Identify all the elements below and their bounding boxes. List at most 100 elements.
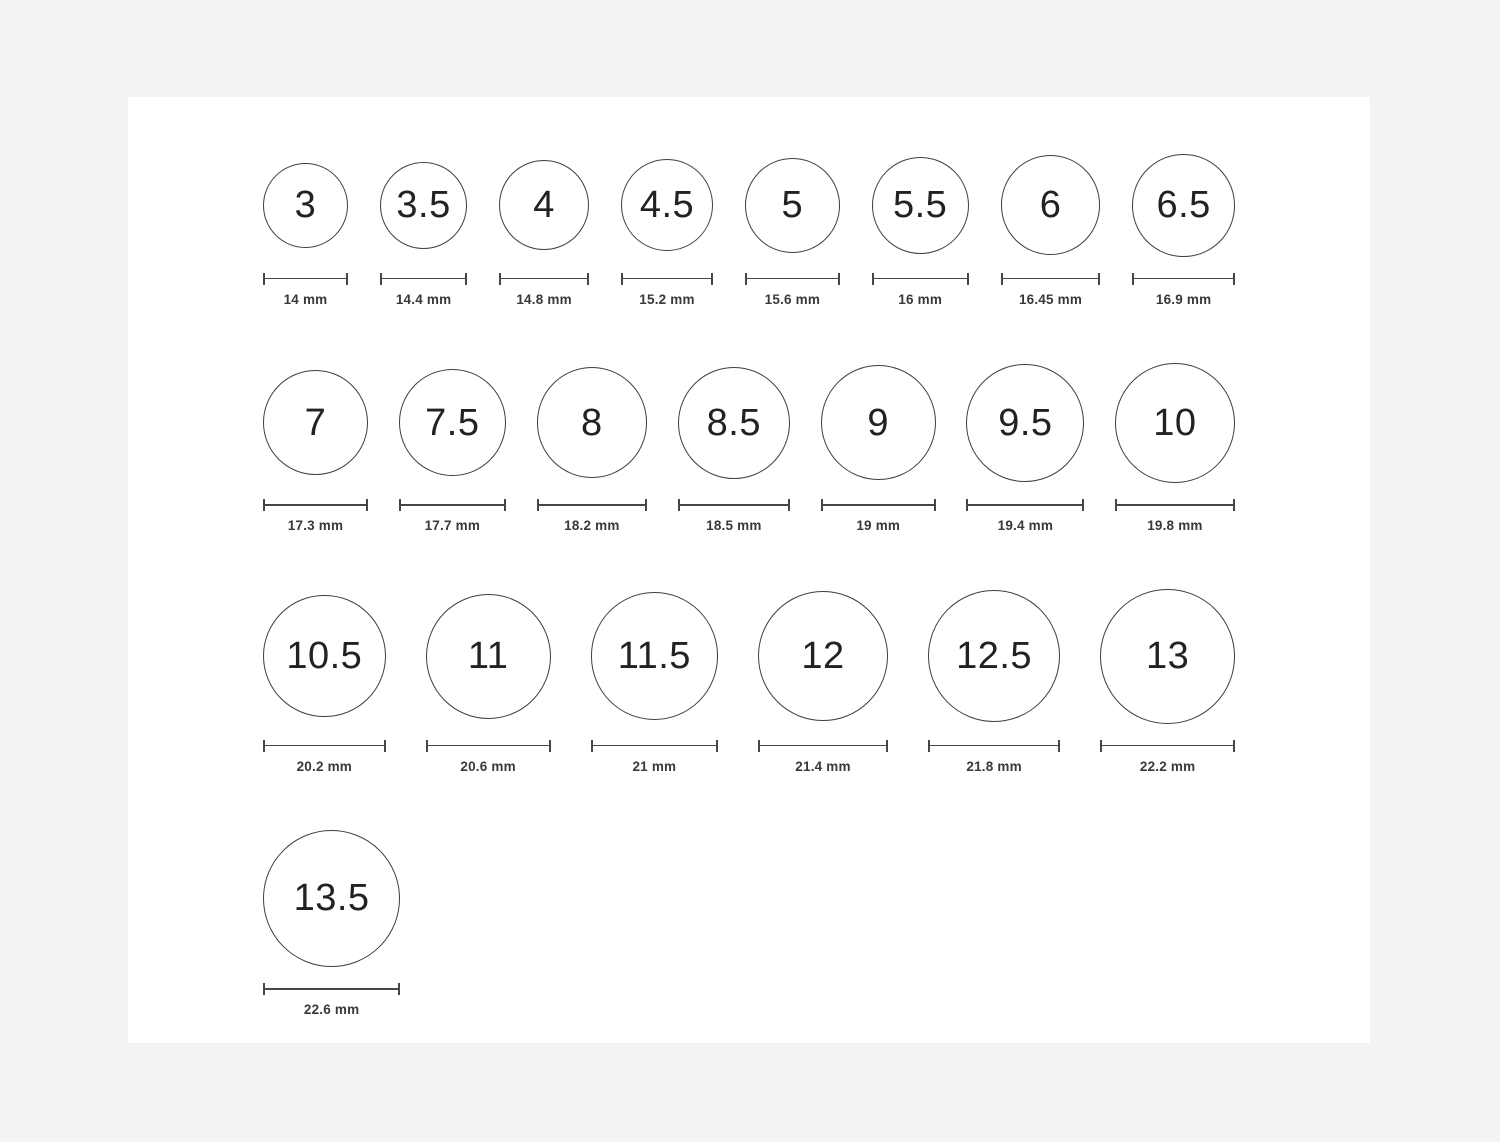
ring-size-number: 11.5: [617, 635, 691, 678]
diameter-ruler: [425, 739, 551, 752]
ring-size-circle: 9.5: [966, 363, 1085, 482]
ring-size-row: 7 17.3 mm 7.5 17.7 mm 8: [263, 362, 1235, 533]
ruler-line: [820, 503, 936, 506]
circle-zone: 9: [820, 363, 936, 483]
ruler-line: [745, 277, 840, 280]
diameter-label: 16 mm: [898, 291, 943, 307]
ruler-right-cap: [586, 272, 589, 285]
diameter-ruler: [871, 272, 969, 285]
ring-size-number: 8: [581, 401, 603, 444]
ring-size-circle: 7.5: [398, 368, 507, 477]
ring-size-circle: 11.5: [590, 592, 719, 720]
diameter-ruler: [677, 498, 790, 511]
ring-size-item: 11 20.6 mm: [425, 589, 551, 774]
circle-zone: 10: [1114, 362, 1235, 483]
ring-size-item: 8.5 18.5 mm: [677, 363, 790, 533]
ruler-line: [425, 744, 551, 747]
circle-zone: 12.5: [927, 589, 1061, 724]
ruler-line: [758, 744, 888, 747]
ruler-line: [263, 277, 348, 280]
diameter-ruler: [820, 498, 936, 511]
ring-size-item: 5.5 16 mm: [871, 154, 969, 307]
diameter-ruler: [398, 498, 507, 511]
diameter-ruler: [263, 739, 386, 752]
ring-size-item: 12 21.4 mm: [758, 589, 888, 774]
circle-zone: 6: [1000, 154, 1101, 257]
ruler-line: [499, 277, 589, 280]
circle-zone: 11: [425, 589, 551, 724]
ruler-right-cap: [885, 739, 888, 752]
diameter-ruler: [927, 739, 1061, 752]
diameter-ruler: [379, 272, 468, 285]
ring-size-chart-card: 3 14 mm 3.5 14.4 mm 4: [128, 97, 1370, 1043]
circle-zone: 4: [499, 154, 589, 257]
ring-size-item: 6 16.45 mm: [1000, 154, 1101, 307]
diameter-label: 19.4 mm: [997, 517, 1054, 533]
ring-size-circle: 10: [1114, 362, 1235, 483]
diameter-ruler: [263, 498, 368, 511]
ring-size-circle: 11: [425, 593, 551, 719]
circle-zone: 13.5: [263, 829, 401, 967]
diameter-label: 19 mm: [856, 517, 901, 533]
ruler-line: [379, 277, 468, 280]
ring-size-circle: 8: [536, 367, 648, 478]
ring-size-item: 8 18.2 mm: [536, 363, 648, 533]
diameter-label: 14 mm: [283, 291, 328, 307]
diameter-label: 14.4 mm: [395, 291, 452, 307]
ruler-right-cap: [837, 272, 840, 285]
ring-size-circle: 5: [745, 157, 840, 253]
ruler-line: [871, 277, 969, 280]
ruler-right-cap: [645, 498, 648, 511]
ring-size-number: 12: [801, 635, 845, 678]
ruler-right-cap: [716, 739, 719, 752]
diameter-ruler: [620, 272, 714, 285]
circle-zone: 12: [758, 589, 888, 724]
diameter-label: 21.8 mm: [966, 758, 1022, 774]
ruler-line: [966, 503, 1085, 506]
ring-size-circle: 5.5: [871, 156, 969, 254]
ruler-line: [620, 277, 714, 280]
circle-zone: 8.5: [677, 363, 790, 483]
ring-size-circle: 10.5: [263, 594, 386, 718]
ruler-right-cap: [398, 982, 401, 995]
diameter-label: 22.2 mm: [1139, 758, 1196, 774]
diameter-ruler: [1132, 272, 1235, 285]
ruler-right-cap: [1098, 272, 1101, 285]
ring-size-item: 4 14.8 mm: [499, 154, 589, 307]
ring-size-item: 7.5 17.7 mm: [398, 363, 507, 533]
ring-size-item: 3.5 14.4 mm: [379, 154, 468, 307]
ring-size-row: 10.5 20.2 mm 11 20.6 mm 11.5: [263, 588, 1235, 774]
ruler-line: [263, 987, 401, 990]
ruler-right-cap: [1082, 498, 1085, 511]
circle-zone: 6.5: [1132, 154, 1235, 257]
ring-size-circle: 3: [263, 162, 348, 248]
ring-size-item: 7 17.3 mm: [263, 363, 368, 533]
ring-size-number: 5: [781, 184, 804, 227]
diameter-ruler: [1100, 739, 1235, 752]
ring-size-item: 13.5 22.6 mm: [263, 829, 401, 1017]
ruler-line: [536, 503, 648, 506]
ring-size-number: 4.5: [639, 184, 695, 227]
diameter-label: 21.4 mm: [795, 758, 851, 774]
ring-size-rows: 3 14 mm 3.5 14.4 mm 4: [263, 154, 1235, 1017]
ring-size-item: 10.5 20.2 mm: [263, 589, 386, 774]
diameter-ruler: [536, 498, 648, 511]
ring-size-row: 3 14 mm 3.5 14.4 mm 4: [263, 154, 1235, 307]
diameter-label: 17.3 mm: [287, 517, 344, 533]
ruler-line: [1114, 503, 1235, 506]
diameter-ruler: [263, 982, 401, 995]
diameter-label: 20.6 mm: [460, 758, 516, 774]
ring-size-number: 6: [1039, 184, 1062, 227]
ring-size-number: 9: [867, 401, 890, 444]
circle-zone: 7.5: [398, 363, 507, 483]
diameter-ruler: [758, 739, 888, 752]
ring-size-number: 8.5: [706, 401, 761, 444]
ring-size-number: 7.5: [425, 401, 480, 444]
ring-size-number: 7: [304, 401, 327, 444]
ring-size-number: 11: [467, 635, 509, 678]
ruler-right-cap: [1233, 498, 1235, 511]
diameter-label: 16.45 mm: [1018, 291, 1083, 307]
ring-size-number: 12.5: [956, 635, 1033, 678]
ring-size-item: 9 19 mm: [820, 363, 936, 533]
